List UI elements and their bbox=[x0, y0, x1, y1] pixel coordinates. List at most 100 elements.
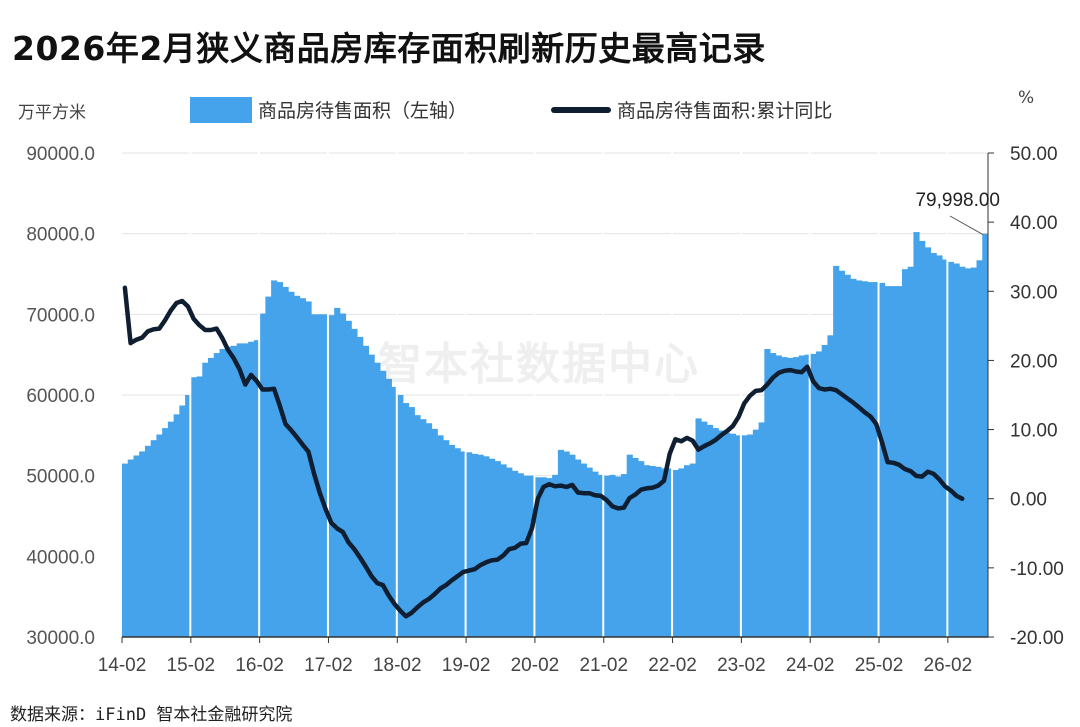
bar bbox=[609, 474, 616, 637]
bar bbox=[517, 473, 524, 637]
bar bbox=[443, 440, 450, 637]
axes: 90000.0 80000.0 70000.0 60000.0 50000.0 40000… bbox=[26, 144, 1064, 676]
bar bbox=[351, 328, 358, 637]
x-tick-label: 20-02 bbox=[511, 655, 560, 676]
bar bbox=[775, 355, 782, 637]
bar bbox=[970, 267, 977, 637]
bar bbox=[787, 357, 794, 637]
x-tick-label: 25-02 bbox=[855, 655, 904, 676]
bar bbox=[414, 415, 421, 637]
bar bbox=[448, 445, 456, 637]
legend-line-label: 商品房待售面积:累计同比 bbox=[617, 100, 833, 122]
bar bbox=[959, 266, 966, 637]
left-axis-unit: 万平方米 bbox=[18, 103, 86, 123]
bar bbox=[552, 474, 559, 637]
bar bbox=[655, 466, 662, 637]
bar bbox=[523, 475, 530, 637]
bar bbox=[431, 428, 438, 637]
bar bbox=[339, 313, 347, 637]
bar bbox=[563, 451, 570, 637]
bar bbox=[781, 357, 788, 637]
bar bbox=[248, 341, 255, 637]
right-y-tick-label: 10.00 bbox=[1010, 421, 1058, 442]
bar bbox=[471, 453, 478, 637]
bar bbox=[190, 377, 197, 637]
bar bbox=[477, 454, 484, 637]
bar bbox=[299, 298, 306, 637]
bar bbox=[236, 343, 243, 637]
bar bbox=[936, 255, 943, 638]
bar bbox=[924, 247, 932, 637]
yoy-line bbox=[122, 285, 965, 619]
bar bbox=[380, 370, 387, 637]
bar bbox=[322, 314, 329, 637]
bar bbox=[345, 320, 352, 637]
bar bbox=[150, 440, 157, 637]
bar bbox=[494, 461, 501, 637]
bar bbox=[649, 465, 656, 637]
bar bbox=[122, 463, 129, 637]
bar bbox=[942, 259, 949, 637]
bar bbox=[425, 423, 433, 637]
left-y-tick-label: 60000.0 bbox=[26, 386, 95, 407]
legend-item-bar: 商品房待售面积（左轴） bbox=[190, 96, 467, 123]
bar bbox=[626, 454, 633, 637]
bar bbox=[179, 405, 186, 637]
bar bbox=[689, 463, 696, 637]
bar bbox=[185, 395, 192, 637]
bar bbox=[706, 424, 714, 637]
bar bbox=[127, 459, 134, 637]
bar bbox=[328, 315, 335, 637]
bar bbox=[230, 345, 238, 637]
bar bbox=[632, 457, 639, 637]
bar bbox=[976, 260, 983, 637]
bar bbox=[167, 421, 175, 637]
bar bbox=[901, 269, 909, 637]
bar bbox=[729, 433, 737, 637]
x-tick-label: 14-02 bbox=[98, 655, 147, 676]
bar bbox=[827, 335, 834, 637]
annotation-label: 79,998.00 bbox=[915, 190, 1000, 211]
bar bbox=[798, 355, 805, 637]
bar bbox=[598, 474, 605, 637]
bar bbox=[615, 476, 622, 637]
bar bbox=[173, 414, 180, 637]
x-tick-label: 26-02 bbox=[924, 655, 973, 676]
x-tick-label: 15-02 bbox=[167, 655, 216, 676]
bar bbox=[838, 270, 846, 637]
bar bbox=[620, 474, 628, 637]
bar bbox=[242, 343, 249, 637]
bar bbox=[259, 313, 266, 637]
legend-bar-swatch bbox=[190, 96, 252, 123]
bar bbox=[856, 280, 863, 637]
bar bbox=[500, 464, 507, 637]
bar bbox=[144, 445, 152, 637]
bar bbox=[867, 282, 874, 637]
bar bbox=[575, 459, 582, 637]
bar bbox=[368, 354, 375, 637]
right-y-tick-label: 20.00 bbox=[1010, 351, 1058, 372]
bar bbox=[735, 435, 742, 637]
bar bbox=[460, 451, 467, 637]
right-y-tick-label: 40.00 bbox=[1010, 213, 1058, 234]
bar bbox=[592, 471, 599, 637]
bar bbox=[208, 357, 215, 637]
bar bbox=[752, 429, 759, 637]
left-y-tick-label: 30000.0 bbox=[26, 628, 95, 649]
right-y-tick-label: 0.00 bbox=[1010, 490, 1047, 511]
right-y-tick-label: -20.00 bbox=[1010, 628, 1064, 649]
bar bbox=[213, 353, 220, 637]
bar bbox=[569, 454, 576, 637]
bar bbox=[844, 274, 851, 637]
left-y-tick-label: 50000.0 bbox=[26, 467, 95, 488]
bar bbox=[712, 428, 719, 637]
right-y-tick-label: 50.00 bbox=[1010, 144, 1058, 165]
bar bbox=[374, 362, 381, 637]
bar bbox=[219, 349, 226, 637]
bar bbox=[833, 265, 840, 637]
bar bbox=[695, 418, 702, 637]
bar bbox=[672, 470, 679, 637]
bar bbox=[586, 467, 593, 637]
bar bbox=[684, 465, 691, 637]
